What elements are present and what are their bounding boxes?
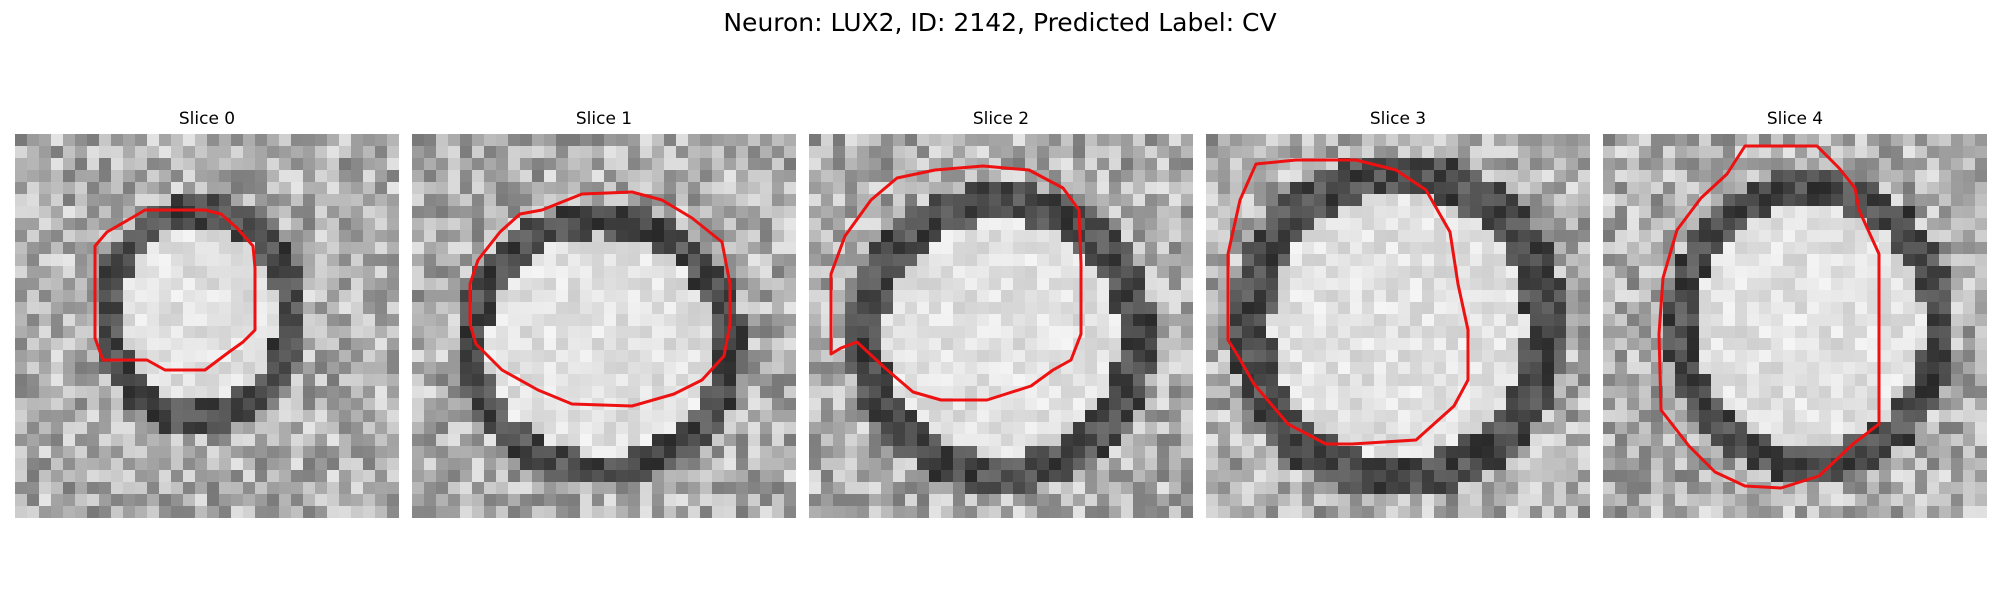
slice-title: Slice 2 [972, 109, 1030, 129]
slice-title: Slice 4 [1766, 109, 1824, 129]
slice-panel-4: Slice 4 [1603, 108, 1987, 518]
slice-image [1603, 134, 1987, 518]
slice-title: Slice 1 [575, 109, 633, 129]
segmentation-contour [1226, 158, 1470, 446]
slice-panel-2: Slice 2 [809, 108, 1193, 518]
slice-title: Slice 0 [178, 109, 236, 129]
slice-image [412, 134, 796, 518]
slice-image [809, 134, 1193, 518]
slice-panel-1: Slice 1 [412, 108, 796, 518]
slice-image [15, 134, 399, 518]
segmentation-contour [468, 190, 732, 408]
slice-title: Slice 3 [1369, 109, 1427, 129]
slice-image [1206, 134, 1590, 518]
segmentation-contour [829, 164, 1083, 402]
segmentation-contour [93, 208, 257, 372]
slice-panel-0: Slice 0 [15, 108, 399, 518]
figure-title: Neuron: LUX2, ID: 2142, Predicted Label:… [723, 8, 1277, 37]
slice-panel-3: Slice 3 [1206, 108, 1590, 518]
segmentation-contour [1657, 144, 1881, 490]
